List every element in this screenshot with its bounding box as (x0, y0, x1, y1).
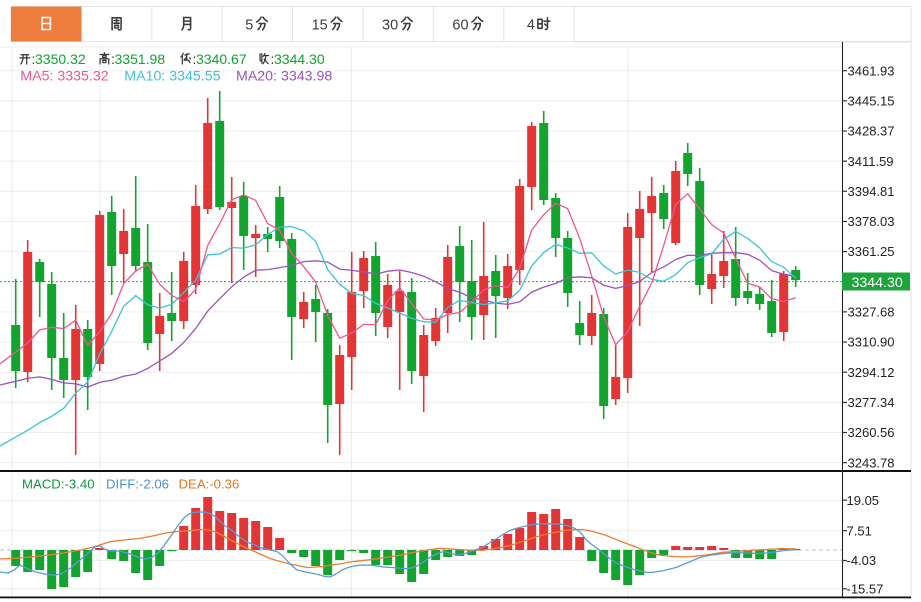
svg-text:DIFF:-2.06: DIFF:-2.06 (106, 477, 169, 492)
svg-text:3350.32: 3350.32 (35, 51, 86, 67)
svg-text:MA20: 3343.98: MA20: 3343.98 (236, 68, 332, 84)
svg-text:3340.67: 3340.67 (196, 51, 247, 67)
svg-text:3378.03: 3378.03 (848, 214, 895, 229)
svg-text::: : (111, 51, 115, 67)
svg-text:3327.68: 3327.68 (848, 305, 895, 320)
svg-text:3260.56: 3260.56 (848, 425, 895, 440)
svg-text:15: 15 (312, 18, 328, 34)
svg-text:-15.57: -15.57 (847, 581, 884, 596)
svg-text:19.05: 19.05 (847, 493, 880, 508)
svg-text:60: 60 (452, 18, 468, 34)
svg-text:5: 5 (245, 18, 253, 34)
svg-text:4: 4 (527, 18, 535, 34)
svg-text:MA5: 3335.32: MA5: 3335.32 (20, 68, 108, 84)
svg-text:3344.30: 3344.30 (274, 51, 325, 67)
svg-text:3461.93: 3461.93 (848, 63, 895, 78)
svg-text:MACD:-3.40: MACD:-3.40 (22, 477, 95, 492)
svg-text::: : (193, 51, 197, 67)
svg-text:3277.34: 3277.34 (848, 395, 895, 410)
svg-text:30: 30 (382, 18, 398, 34)
svg-text:MA10: 3345.55: MA10: 3345.55 (124, 68, 220, 84)
svg-text:3428.37: 3428.37 (848, 124, 895, 139)
svg-text:3243.78: 3243.78 (848, 455, 895, 470)
svg-text::: : (271, 51, 275, 67)
svg-text:7.51: 7.51 (847, 523, 872, 538)
svg-text:3344.30: 3344.30 (852, 275, 903, 291)
svg-text:3445.15: 3445.15 (848, 93, 895, 108)
svg-text:3310.90: 3310.90 (848, 335, 895, 350)
svg-text:3294.12: 3294.12 (848, 365, 895, 380)
svg-text:3361.25: 3361.25 (848, 244, 895, 259)
svg-text:-4.03: -4.03 (847, 553, 877, 568)
svg-text:3351.98: 3351.98 (115, 51, 166, 67)
svg-text::: : (32, 51, 36, 67)
svg-text:3411.59: 3411.59 (848, 154, 894, 169)
svg-text:3394.81: 3394.81 (848, 184, 895, 199)
svg-text:DEA:-0.36: DEA:-0.36 (179, 477, 240, 492)
